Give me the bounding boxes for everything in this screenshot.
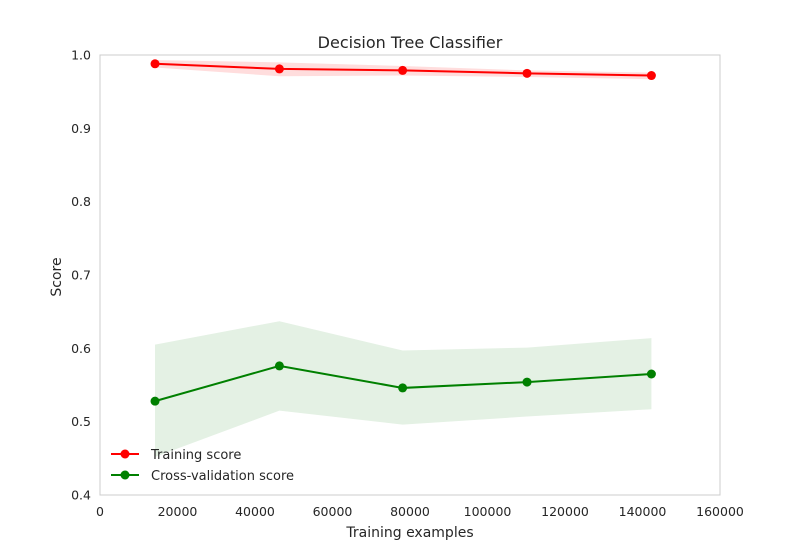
y-tick-label: 0.4	[71, 488, 91, 503]
y-tick-label: 1.0	[71, 48, 91, 63]
legend: Training score Cross-validation score	[111, 448, 294, 484]
cv-score-point	[522, 377, 532, 387]
x-tick-label: 0	[96, 504, 104, 519]
x-tick-label: 140000	[619, 504, 667, 519]
training-score-point	[150, 59, 160, 69]
x-tick-label: 120000	[541, 504, 589, 519]
y-tick-label: 0.8	[71, 194, 91, 209]
y-axis-label: Score	[49, 257, 65, 296]
cv-score-point	[274, 361, 284, 371]
plot-area-frame	[99, 54, 721, 496]
legend-label-training: Training score	[150, 448, 241, 463]
training-score-point	[522, 68, 532, 78]
y-tick-label: 0.6	[71, 341, 91, 356]
x-tick-label: 40000	[235, 504, 275, 519]
legend-swatch-cv-marker	[120, 470, 130, 480]
series-points	[150, 59, 656, 406]
x-tick-label: 160000	[696, 504, 744, 519]
y-tick-labels: 0.4 0.5 0.6 0.7 0.8 0.9 1.0	[71, 48, 91, 503]
x-tick-label: 80000	[390, 504, 430, 519]
cv-score-point	[646, 369, 656, 379]
y-tick-label: 0.5	[71, 414, 91, 429]
y-tick-label: 0.7	[71, 268, 91, 283]
cv-score-point	[398, 383, 408, 393]
cv-score-point	[150, 396, 160, 406]
training-score-point	[274, 64, 284, 74]
x-tick-labels: 0 20000 40000 60000 80000 100000 120000 140000 1…	[96, 504, 744, 519]
legend-label-cv: Cross-validation score	[151, 469, 294, 484]
x-axis-label: Training examples	[345, 525, 473, 541]
legend-swatch-training-marker	[120, 449, 130, 459]
chart-title: Decision Tree Classifier	[318, 33, 503, 52]
confidence-bands	[155, 60, 652, 457]
x-tick-label: 100000	[464, 504, 512, 519]
x-tick-label: 20000	[158, 504, 198, 519]
training-score-point	[646, 71, 656, 81]
training-score-point	[398, 65, 408, 75]
y-tick-label: 0.9	[71, 121, 91, 136]
x-tick-label: 60000	[313, 504, 353, 519]
